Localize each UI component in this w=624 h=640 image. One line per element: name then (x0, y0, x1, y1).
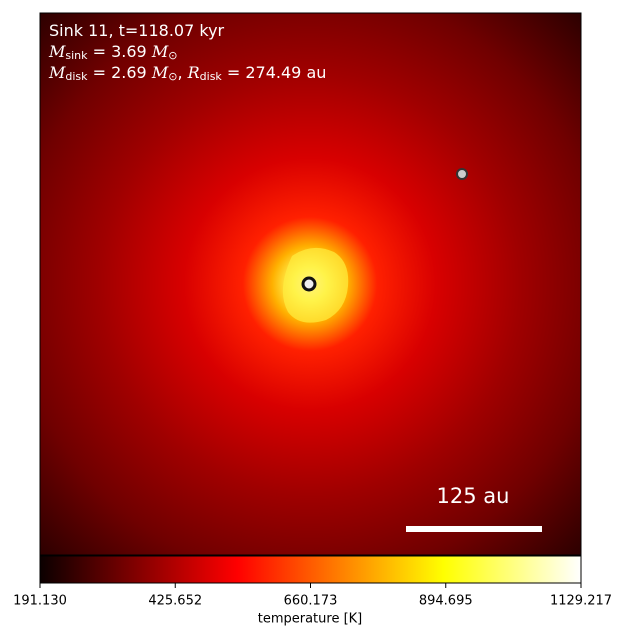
colorbar (39, 555, 582, 584)
sink-marker (301, 276, 317, 292)
scale-bar-label: 125 au (437, 484, 510, 508)
annotation-part: = 274.49 au (222, 63, 327, 82)
annotation-part: ⊙ (168, 49, 177, 62)
colorbar-tick-label: 425.652 (148, 594, 202, 609)
annotation-part: disk (65, 70, 88, 83)
annotation-part: ⊙ (168, 70, 177, 83)
annotation-part: disk (200, 70, 223, 83)
colorbar-tick-label: 1129.217 (550, 594, 612, 609)
annotation-part: M (151, 42, 169, 61)
annotation-part: , (177, 63, 187, 82)
annotation-part: = 3.69 (88, 42, 152, 61)
colorbar-tick-label: 191.130 (13, 594, 67, 609)
annotation-part: Sink 11, t=118.07 kyr (49, 21, 225, 40)
annotation-part: M (48, 63, 66, 82)
annotation-part: R (187, 63, 200, 82)
annotation-part: M (151, 63, 169, 82)
annotation-part: M (48, 42, 66, 61)
colorbar-tick-label: 660.173 (284, 594, 338, 609)
annotation-part: sink (65, 49, 88, 62)
annotation: Msink = 3.69 M⊙ (48, 42, 177, 63)
sink-marker (456, 168, 468, 180)
colorbar-label: temperature [K] (258, 612, 363, 627)
colorbar-tick-label: 894.695 (419, 594, 473, 609)
annotation-part: = 2.69 (88, 63, 152, 82)
annotation: Mdisk = 2.69 M⊙, Rdisk = 274.49 au (48, 63, 326, 84)
scale-bar (406, 526, 542, 532)
annotation: Sink 11, t=118.07 kyr (49, 21, 225, 40)
axes-frame (39, 12, 582, 556)
